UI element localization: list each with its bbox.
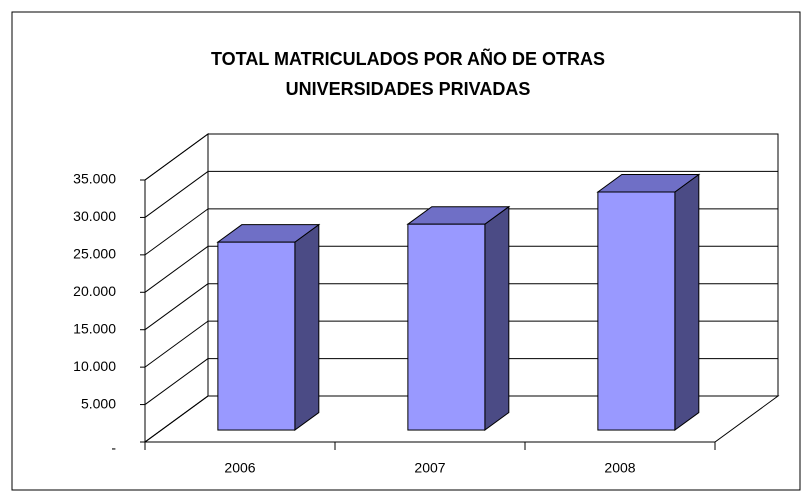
y-tick-label: 10.000 (73, 358, 116, 374)
y-tick-label: 30.000 (73, 208, 116, 224)
grid-line (144, 208, 209, 256)
bar-side (484, 205, 510, 432)
y-tick-label: - (111, 440, 116, 456)
y-tick-label: 25.000 (73, 246, 116, 262)
chart-title: TOTAL MATRICULADOS POR AÑO DE OTRAS UNIV… (211, 49, 605, 99)
bar (217, 241, 296, 431)
y-tick-label: 15.000 (73, 320, 116, 336)
x-tick-label: 2006 (224, 460, 255, 476)
bar (407, 223, 486, 431)
grid-line (144, 171, 209, 218)
grid-line (144, 395, 209, 443)
grid-line (144, 283, 209, 331)
grid-line (144, 245, 209, 293)
y-tick-label: 35.000 (73, 171, 116, 187)
x-tick-label: 2008 (604, 460, 635, 476)
y-tick-label: 20.000 (73, 283, 116, 299)
bar-side (294, 223, 320, 432)
grid-line (144, 358, 209, 405)
grid-line (144, 320, 209, 368)
grid-line (144, 133, 209, 181)
bar-side (674, 173, 700, 432)
bar (597, 191, 676, 431)
x-tick-label: 2007 (414, 460, 445, 476)
y-tick-label: 5.000 (81, 395, 116, 411)
